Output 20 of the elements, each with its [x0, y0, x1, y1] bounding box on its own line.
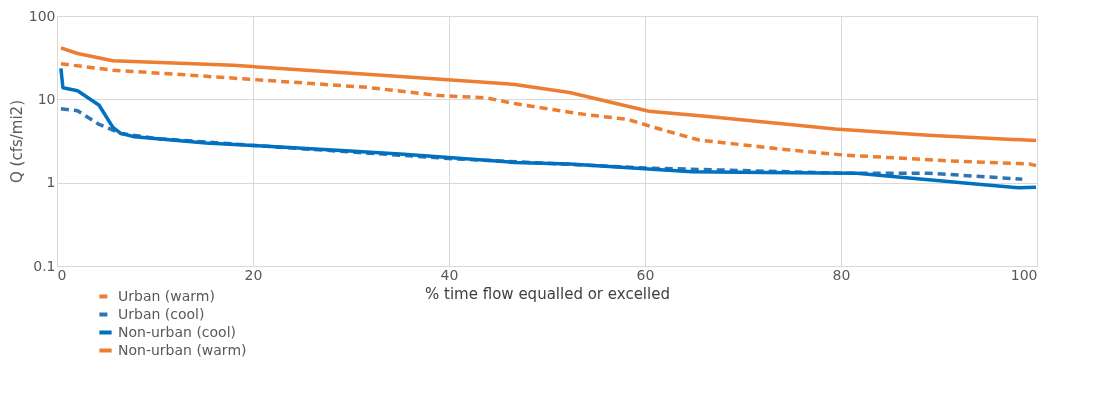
- x-tick-label: 100: [1010, 266, 1038, 283]
- legend-label: Urban (warm): [118, 287, 215, 304]
- y-tick-label: 1: [46, 174, 56, 191]
- x-tick-label: 20: [244, 266, 263, 283]
- x-axis-title: % time flow equalled or excelled: [425, 284, 670, 303]
- x-tick-label: 0: [57, 266, 67, 283]
- legend-label: Non-urban (warm): [118, 341, 247, 358]
- line-series: [59, 66, 1038, 190]
- x-tick-label: 60: [636, 266, 655, 283]
- y-tick-label: 100: [28, 7, 56, 24]
- line-series: [59, 107, 1025, 181]
- y-tick-label: 10: [37, 90, 56, 107]
- line-series: [59, 62, 1038, 168]
- legend-label: Non-urban (cool): [118, 323, 237, 340]
- y-axis-title: Q (cfs/mi2): [7, 100, 26, 183]
- line-series: [59, 46, 1038, 143]
- x-tick-label: 80: [832, 266, 851, 283]
- y-tick-label: 0.1: [33, 257, 56, 274]
- x-tick-label: 40: [440, 266, 459, 283]
- legend-label: Urban (cool): [118, 305, 205, 322]
